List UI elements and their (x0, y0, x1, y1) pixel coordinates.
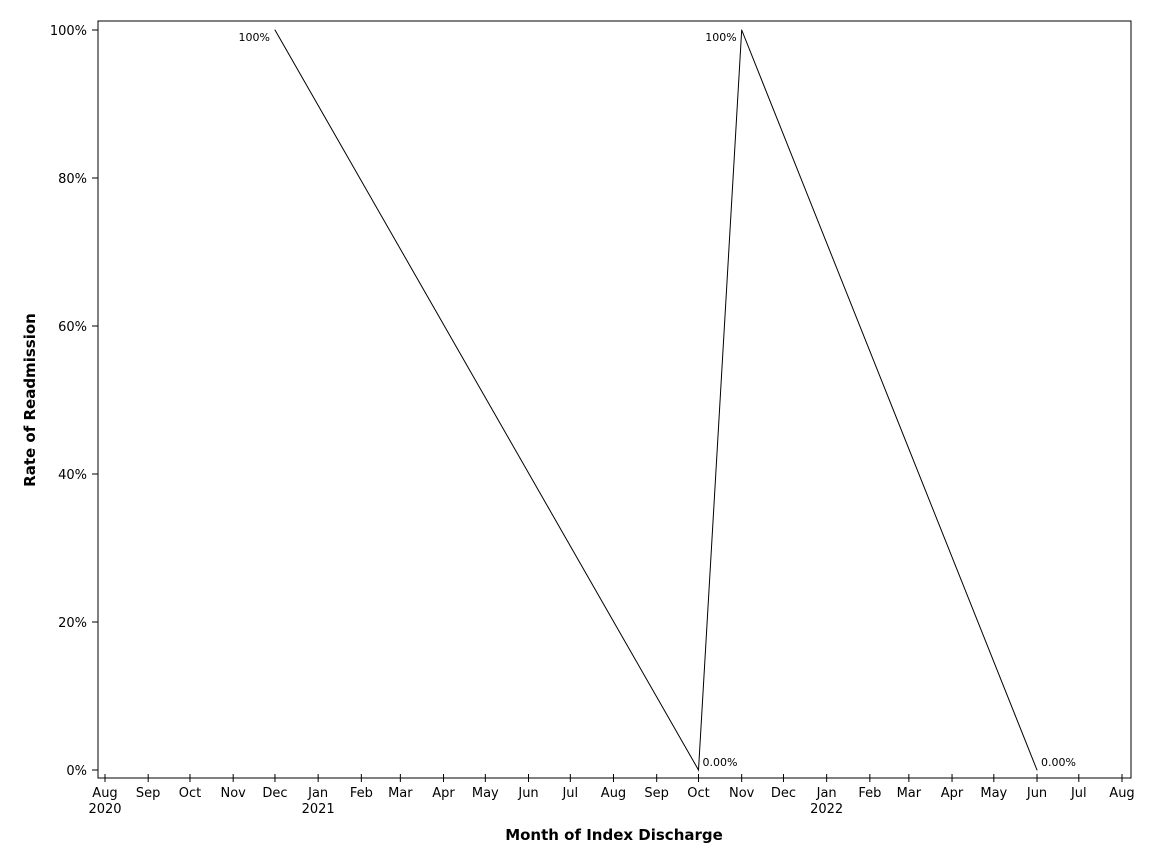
x-year-label: 2020 (88, 802, 121, 817)
data-label: 100% (239, 31, 270, 44)
x-tick-label: Aug (92, 786, 117, 801)
x-tick-label: May (980, 786, 1007, 801)
y-tick-label: 80% (58, 172, 87, 187)
series-line (274, 29, 1038, 772)
data-labels: 100% 0.00% 100% 0.00% (239, 31, 1076, 769)
x-tick-label: Sep (644, 786, 669, 801)
x-tick-label: Oct (179, 786, 201, 801)
x-tick-label: Jan (816, 786, 837, 801)
x-tick-label: May (472, 786, 499, 801)
x-tick-label: Dec (262, 786, 287, 801)
x-tick-label: Nov (729, 786, 755, 801)
x-tick-label: Oct (687, 786, 709, 801)
plot-frame (97, 20, 1132, 779)
y-tick-label: 100% (50, 24, 87, 39)
data-label: 0.00% (1041, 756, 1076, 769)
data-point (741, 29, 743, 31)
x-tick-label: Feb (350, 786, 373, 801)
x-tick-label: Nov (220, 786, 246, 801)
data-point (697, 769, 699, 771)
y-tick-label: 20% (58, 616, 87, 631)
x-tick-label: Mar (388, 786, 413, 801)
data-point (1036, 769, 1038, 771)
x-tick-label: Mar (897, 786, 922, 801)
x-tick-label: Feb (858, 786, 881, 801)
y-axis-title: Rate of Readmission (21, 313, 39, 487)
x-tick-label: Jul (561, 786, 578, 801)
x-tick-label: Jul (1070, 786, 1087, 801)
x-year-label: 2021 (302, 802, 335, 817)
x-tick-label: Jun (517, 786, 538, 801)
y-tick-label: 40% (58, 468, 87, 483)
y-axis: 0% 20% 40% 60% 80% 100% (50, 24, 98, 779)
x-tick-label: Aug (601, 786, 626, 801)
data-label: 100% (705, 31, 736, 44)
x-axis-title: Month of Index Discharge (505, 826, 723, 844)
data-point (274, 29, 276, 31)
y-tick-label: 0% (66, 764, 87, 779)
series-line-group (274, 29, 1038, 772)
x-tick-label: Sep (136, 786, 161, 801)
data-label: 0.00% (702, 756, 737, 769)
y-tick-label: 60% (58, 320, 87, 335)
x-tick-label: Apr (941, 786, 964, 801)
x-tick-label: Jun (1026, 786, 1047, 801)
x-year-label: 2022 (810, 802, 843, 817)
x-tick-label: Apr (432, 786, 455, 801)
x-tick-label: Dec (771, 786, 796, 801)
x-tick-label: Jan (307, 786, 328, 801)
x-axis: Aug Sep Oct Nov Dec Jan Feb Mar Apr May Jun Jul Aug S… (88, 774, 1135, 817)
x-tick-label: Aug (1109, 786, 1134, 801)
